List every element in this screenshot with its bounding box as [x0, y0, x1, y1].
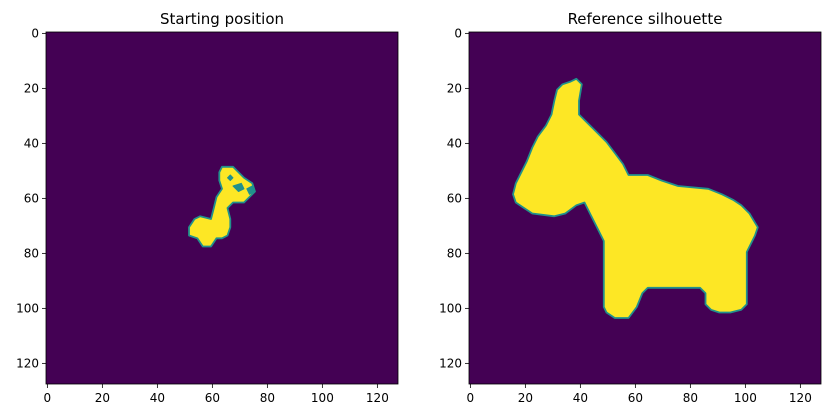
right-y-tick-label: 20 — [447, 81, 462, 95]
left-x-tick-label: 0 — [44, 391, 52, 405]
left-y-tick-label: 80 — [24, 246, 39, 260]
right-axes-frame — [468, 31, 822, 385]
left-shape-layer — [188, 165, 256, 248]
left-x-tick-label: 100 — [311, 391, 334, 405]
right-shape-layer — [512, 77, 759, 319]
right-x-tick-label: 120 — [789, 391, 812, 405]
right-axes-border — [468, 31, 822, 385]
right-x-ticks: 0 20 40 60 80 100 120 — [467, 384, 812, 405]
right-y-tick-label: 120 — [439, 356, 462, 370]
left-y-ticks: 0 20 40 60 80 100 120 — [16, 26, 46, 370]
left-x-tick-label: 80 — [260, 391, 275, 405]
right-y-tick-label: 100 — [439, 301, 462, 315]
left-shape-detail — [232, 182, 245, 192]
right-y-tick-label: 0 — [454, 26, 462, 40]
left-y-tick-label: 100 — [16, 301, 39, 315]
right-x-tick-label: 80 — [683, 391, 698, 405]
right-y-tick-label: 60 — [447, 191, 462, 205]
left-y-tick-label: 20 — [24, 81, 39, 95]
right-plot-title: Reference silhouette — [568, 10, 723, 28]
left-x-tick-label: 60 — [205, 391, 220, 405]
left-shape-detail — [246, 185, 256, 195]
right-x-tick-label: 100 — [734, 391, 757, 405]
left-plot-title: Starting position — [160, 10, 284, 28]
right-subplot: Reference silhouette 0 20 40 60 80 100 120 0 20… — [439, 10, 822, 405]
left-x-tick-label: 20 — [95, 391, 110, 405]
right-x-tick-label: 0 — [467, 391, 475, 405]
right-y-ticks: 0 20 40 60 80 100 120 — [439, 26, 469, 370]
left-shape-detail — [227, 174, 234, 181]
right-y-tick-label: 80 — [447, 246, 462, 260]
right-x-tick-label: 60 — [628, 391, 643, 405]
right-y-tick-label: 40 — [447, 136, 462, 150]
left-x-ticks: 0 20 40 60 80 100 120 — [44, 384, 389, 405]
right-silhouette-shape — [512, 77, 759, 319]
left-subplot: Starting position 0 20 40 60 80 100 120 0 20 40 6… — [16, 10, 399, 405]
left-y-tick-label: 0 — [31, 26, 39, 40]
left-y-tick-label: 120 — [16, 356, 39, 370]
left-axes-border — [45, 31, 399, 385]
left-x-tick-label: 40 — [150, 391, 165, 405]
left-x-tick-label: 120 — [366, 391, 389, 405]
right-x-tick-label: 40 — [573, 391, 588, 405]
left-axes-frame — [45, 31, 399, 385]
left-y-tick-label: 40 — [24, 136, 39, 150]
left-y-tick-label: 60 — [24, 191, 39, 205]
right-x-tick-label: 20 — [518, 391, 533, 405]
